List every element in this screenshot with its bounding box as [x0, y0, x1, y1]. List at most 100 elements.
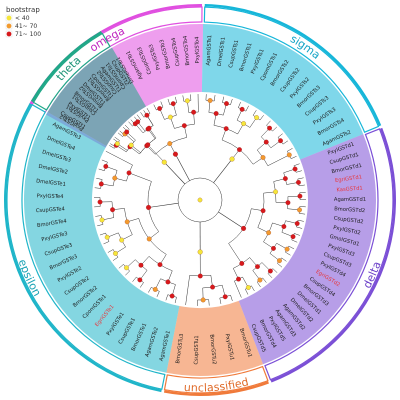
tip-branch — [296, 226, 303, 229]
leaf-label: BmorGSTo4 — [182, 35, 191, 66]
tip-branch — [262, 277, 267, 283]
leaf-label: PxylGSTd2 — [333, 225, 361, 236]
bootstrap-node — [124, 219, 130, 225]
tip-branch — [146, 108, 151, 114]
bootstrap-node — [285, 200, 291, 206]
bootstrap-node — [263, 139, 269, 145]
tip-branch — [153, 104, 157, 111]
clade-stem — [218, 211, 244, 229]
bootstrap-node — [210, 284, 215, 290]
tip-branch — [98, 168, 105, 171]
bootstrap-node — [266, 230, 272, 236]
bootstrap-node — [292, 166, 298, 172]
tip-branch — [97, 224, 104, 227]
tip-branch — [125, 270, 130, 276]
clade-sector-sigma — [201, 24, 364, 160]
tip-branch — [297, 219, 304, 222]
bootstrap-node — [172, 151, 178, 157]
bootstrap-node — [297, 193, 303, 199]
clade-sectors — [23, 23, 376, 376]
bootstrap-node — [281, 224, 287, 229]
bootstrap-node — [161, 159, 167, 165]
tip-branch — [251, 285, 255, 292]
legend-swatch-high — [6, 31, 12, 37]
bootstrap-node — [241, 225, 247, 231]
bootstrap-node — [167, 114, 173, 120]
bootstrap-node — [290, 234, 296, 240]
internal-branch — [186, 287, 189, 300]
tip-branch — [136, 114, 141, 120]
bootstrap-node — [126, 170, 132, 176]
bootstrap-node — [282, 176, 288, 181]
tip-branch — [238, 101, 241, 108]
bootstrap-node — [152, 287, 158, 292]
bootstrap-nodes — [97, 98, 303, 303]
leaf-label: EgriGSTd1 — [335, 174, 363, 184]
tip-branch — [277, 263, 283, 268]
bootstrap-node — [223, 126, 229, 132]
tip-branch — [266, 120, 271, 126]
bootstrap-node — [157, 106, 163, 111]
root-node — [197, 197, 203, 203]
tip-branch — [208, 299, 210, 306]
tip-branch — [117, 132, 123, 137]
bootstrap-node — [257, 277, 263, 283]
bootstrap-node — [98, 181, 104, 187]
bootstrap-node — [222, 294, 228, 300]
bootstrap-node — [271, 246, 276, 251]
bootstrap-node — [260, 155, 266, 160]
tip-branch — [287, 148, 293, 152]
bootstrap-node — [297, 207, 302, 213]
tip-branch — [272, 268, 278, 273]
bootstrap-node — [236, 276, 241, 282]
tip-branch — [298, 184, 305, 187]
legend-label-mid: 41~ 70 — [15, 23, 37, 30]
bootstrap-node — [191, 109, 197, 115]
bootstrap-node — [197, 249, 203, 255]
tip-branch — [252, 110, 257, 116]
internal-branch — [140, 176, 152, 182]
bootstrap-node — [110, 207, 115, 213]
tip-branch — [132, 276, 137, 282]
bootstrap-node — [245, 285, 251, 290]
bootstrap-node — [124, 129, 130, 135]
internal-branch — [121, 159, 133, 166]
tip-branch — [112, 256, 119, 261]
bootstrap-node — [170, 101, 176, 107]
tip-branch — [213, 95, 216, 102]
tip-branch — [165, 294, 169, 301]
tip-branch — [139, 282, 144, 288]
bootstrap-node — [241, 121, 247, 126]
leaf-label: BmorGSTe4 — [37, 218, 68, 229]
tip-branch — [109, 145, 115, 149]
clade-bands — [3, 4, 396, 396]
leaf-label: KasGSTd1 — [336, 186, 363, 194]
bootstrap-node — [103, 164, 109, 169]
bootstrap-node — [146, 204, 152, 210]
bootstrap-node — [207, 98, 213, 103]
bootstrap-node — [104, 234, 110, 240]
tip-branch — [219, 297, 222, 304]
bootstrap-node — [267, 268, 273, 274]
bootstrap-node — [200, 297, 206, 303]
tip-branch — [174, 297, 177, 304]
clade-rim-sigma — [204, 4, 382, 127]
bootstrap-node — [197, 273, 203, 279]
legend-swatch-mid — [6, 23, 12, 29]
clade-stem — [175, 154, 190, 181]
tip-branch — [190, 94, 192, 101]
tip-branch — [281, 257, 287, 262]
clade-sector-unclassified — [166, 300, 264, 376]
bootstrap-node — [239, 261, 245, 266]
bootstrap-node — [254, 115, 260, 120]
clade-stem — [164, 162, 186, 185]
clade-band-epsilon — [6, 103, 166, 390]
tip-branch — [267, 273, 273, 278]
bootstrap-node — [135, 119, 141, 125]
tip-branch — [124, 124, 130, 130]
clade-sector-epsilon — [23, 112, 180, 373]
tip-branch — [99, 232, 106, 236]
clade-sector-delta — [238, 134, 376, 365]
bootstrap-node — [181, 123, 187, 129]
tip-branch — [290, 155, 297, 159]
